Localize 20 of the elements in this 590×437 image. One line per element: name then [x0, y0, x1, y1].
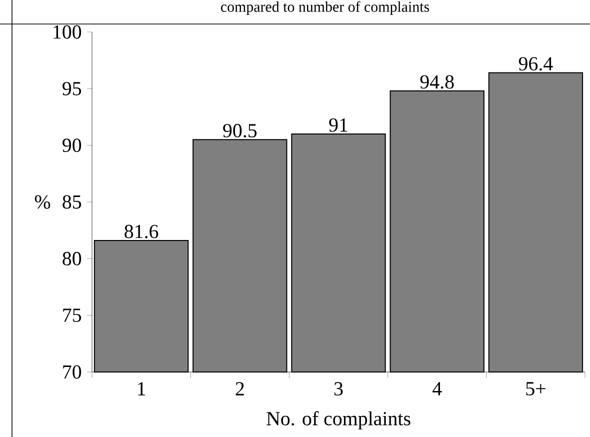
y-tick-label: 80 — [62, 252, 82, 266]
data-label: 96.4 — [518, 57, 553, 71]
y-tick-label: 75 — [63, 308, 82, 322]
data-label: 81.6 — [124, 224, 158, 238]
y-axis-title: % — [34, 195, 50, 209]
y-tick-label: 85 — [62, 195, 82, 209]
x-tick-label: 1 — [138, 382, 146, 396]
chart-title: compared to number of complaints — [220, 1, 430, 15]
y-tick-label: 70 — [63, 365, 82, 379]
data-label: 90.5 — [223, 124, 257, 138]
data-label: 91 — [329, 118, 348, 132]
x-tick-label: 3 — [334, 382, 343, 396]
y-tick-label: 90 — [62, 138, 82, 152]
x-tick-label: 4 — [432, 382, 442, 396]
x-axis-title: No. of complaints — [266, 411, 410, 430]
data-label: 94.8 — [420, 75, 454, 89]
x-tick-label: 2 — [236, 382, 244, 396]
y-tick-label: 95 — [62, 82, 82, 96]
y-tick-label: 100 — [54, 25, 82, 39]
x-tick-label: 5+ — [526, 382, 546, 396]
